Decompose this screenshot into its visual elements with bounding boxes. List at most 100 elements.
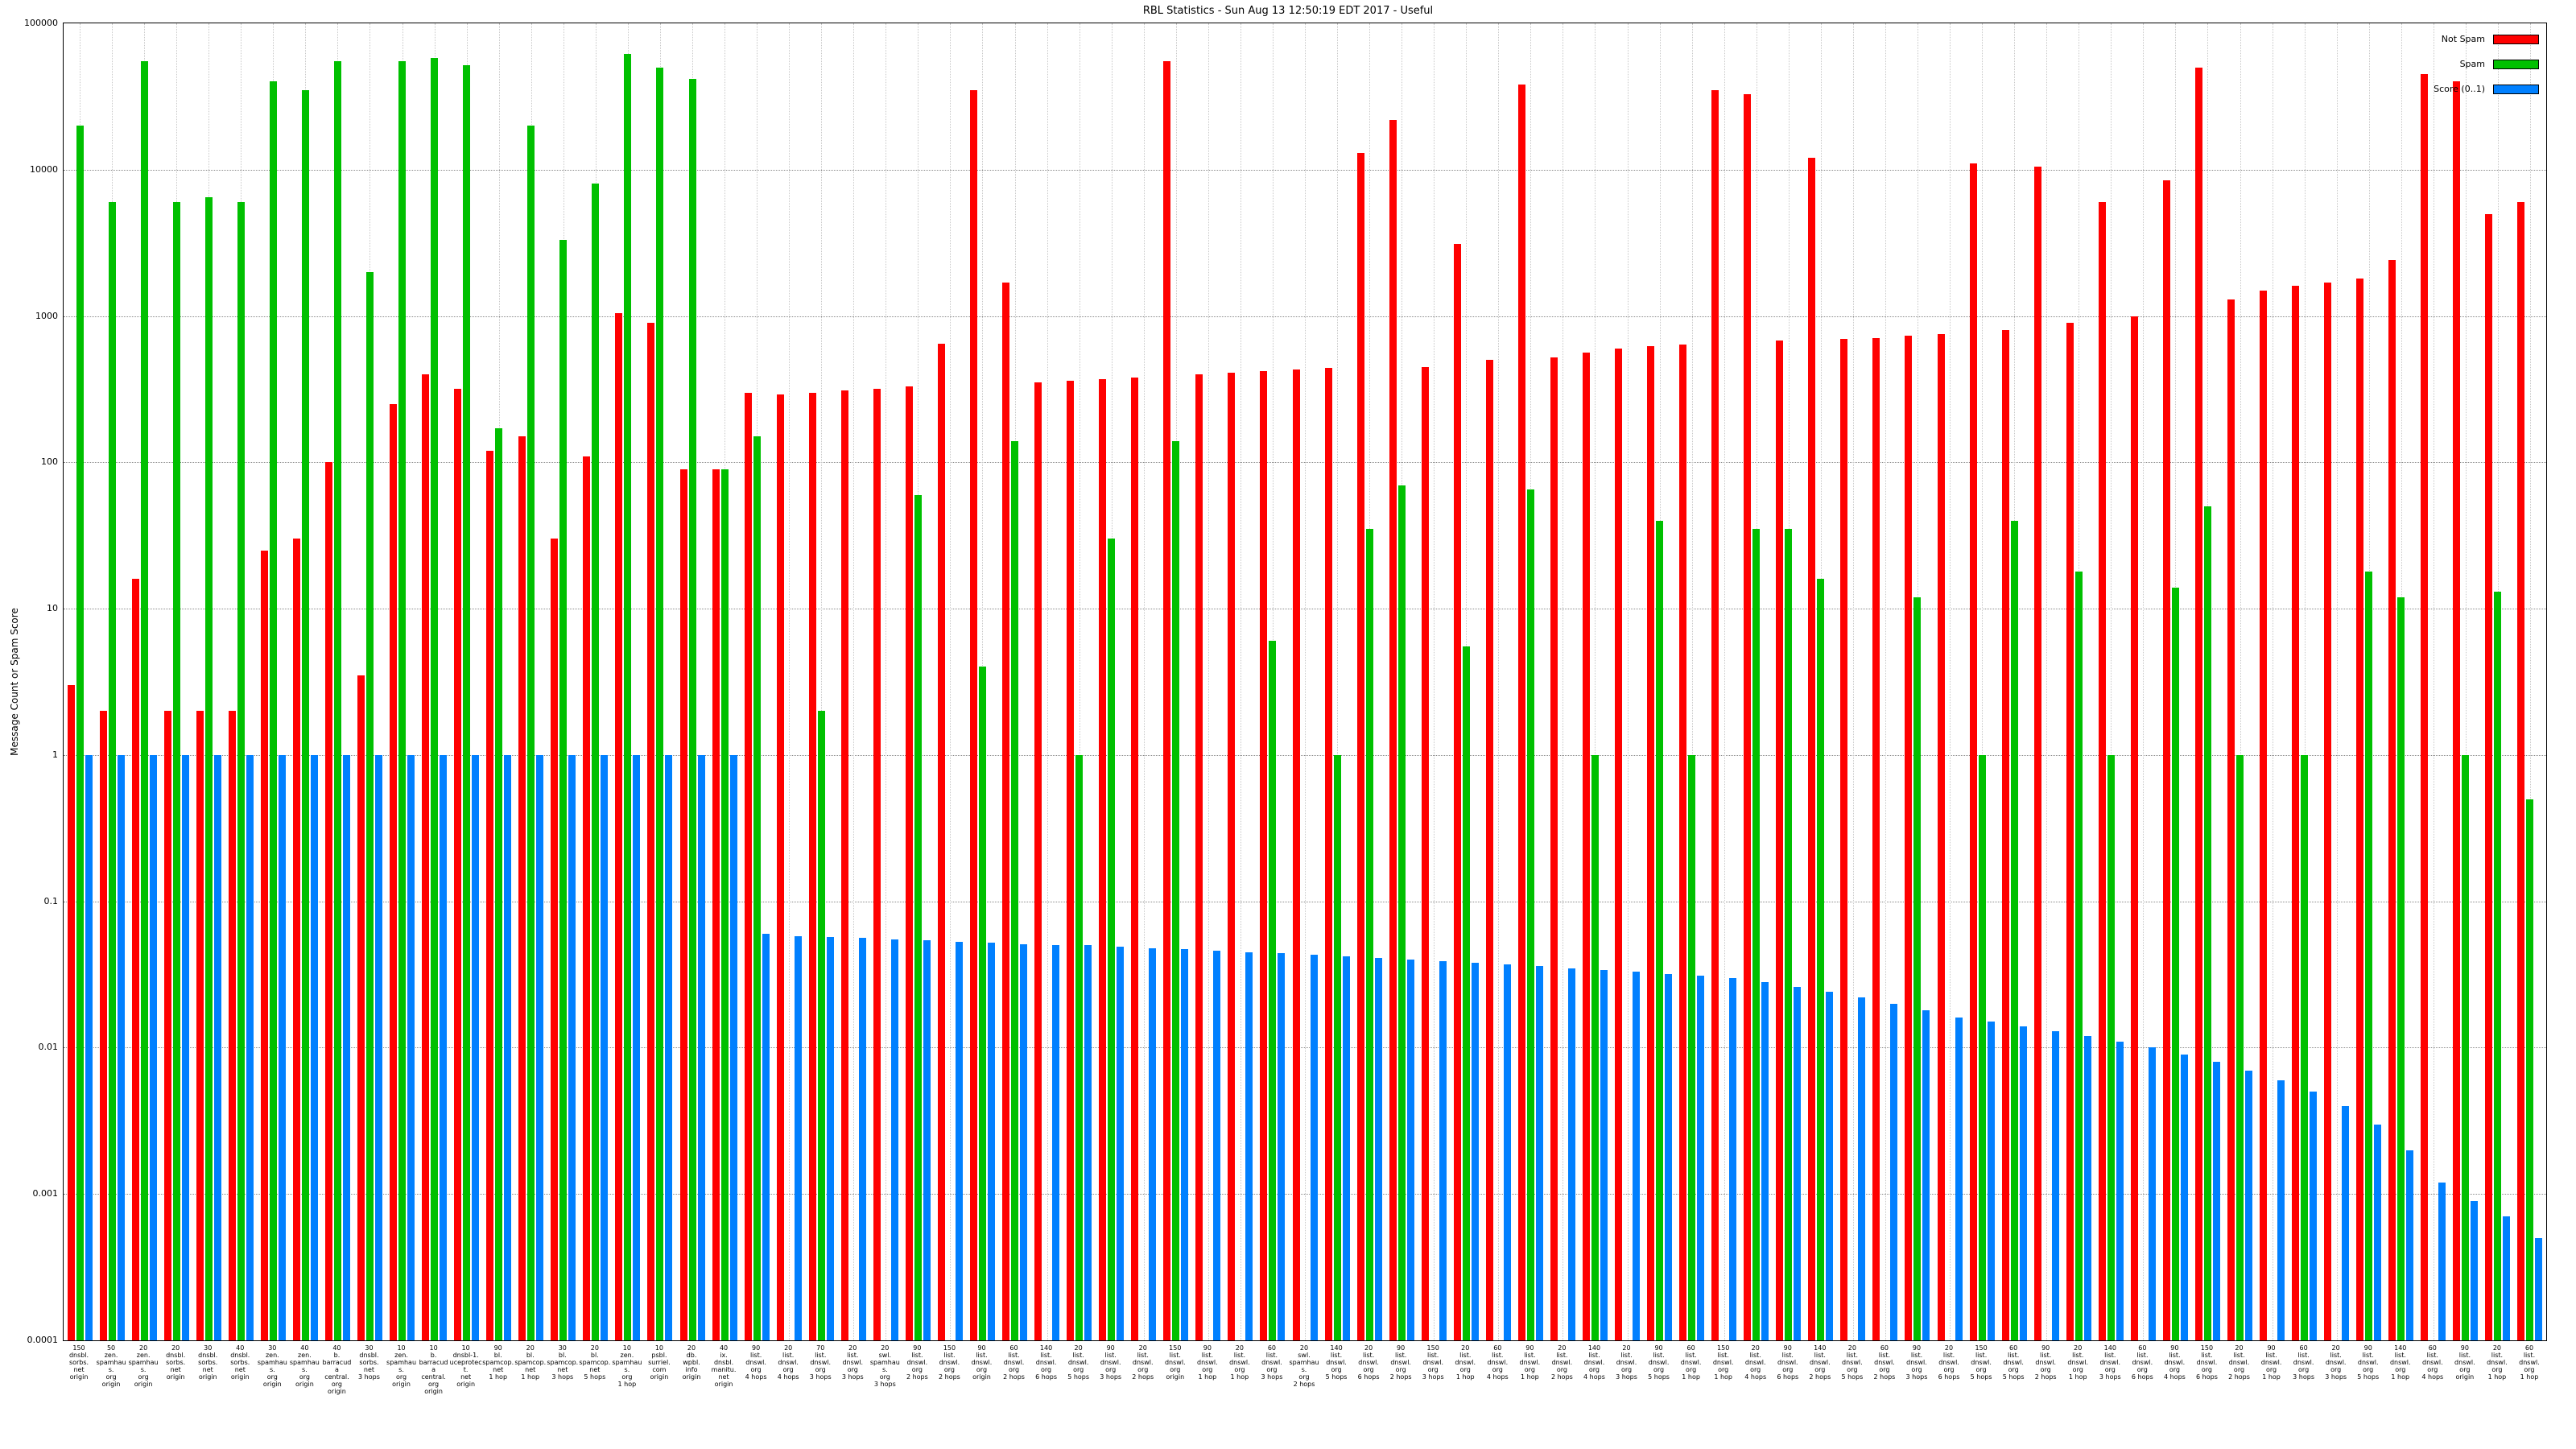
bar-spam [172,202,180,1340]
x-category-label: 20 list. dnswl. org 6 hops [1357,1344,1380,1381]
x-category-label: 150 list. dnswl. org origin [1164,1344,1186,1381]
bar-score-0-1 [1181,949,1189,1340]
bar-score-0-1 [1761,982,1769,1340]
bar-score-0-1 [2083,1036,2091,1340]
bar-score-0-1 [1117,946,1125,1340]
x-category-label: 140 list. dnswl. org 4 hops [1583,1344,1605,1381]
x-category-label: 60 list. dnswl. org 2 hops [1003,1344,1025,1381]
bar-score-0-1 [1535,966,1543,1340]
bar-not-spam [969,89,977,1340]
x-category-label: 20 bl. spamcop. net 1 hop [514,1344,547,1381]
bar-not-spam [1872,337,1880,1340]
bar-score-0-1 [2277,1080,2285,1340]
x-category-label: 20 swl. spamhaus. org 2 hops [1289,1344,1319,1388]
bar-not-spam [1099,379,1107,1340]
x-category-label: 60 list. dnswl. org 4 hops [2421,1344,2444,1381]
x-category-label: 20 list. dnswl. org 1 hop [1455,1344,1476,1381]
bar-not-spam [1744,93,1752,1340]
bar-not-spam [1195,374,1203,1340]
x-category-label: 20 list. dnswl. org 6 hops [1938,1344,1960,1381]
x-category-label: 20 zen. spamhaus. org origin [128,1344,159,1388]
x-gridline [2046,23,2048,1340]
bar-not-spam [1840,338,1848,1340]
x-category-label: 50 zen. spamhaus. org origin [96,1344,126,1388]
bar-score-0-1 [858,938,866,1340]
bar-not-spam [1292,369,1300,1340]
bar-not-spam [1389,119,1397,1340]
bar-score-0-1 [2406,1150,2414,1340]
bar-not-spam [1131,377,1139,1340]
x-gridline [821,23,823,1340]
bar-spam [333,61,341,1340]
x-gridline [1337,23,1339,1340]
bar-score-0-1 [890,939,898,1340]
bar-score-0-1 [374,754,382,1340]
bar-spam [2462,754,2470,1340]
x-category-label: 90 list. dnswl. org 4 hops [2163,1344,2186,1381]
bar-not-spam [1711,89,1719,1340]
bar-not-spam [840,390,848,1340]
bar-score-0-1 [1052,945,1060,1340]
x-category-label: 30 zen. spamhaus. org origin [257,1344,287,1388]
bar-not-spam [2356,279,2364,1340]
legend-item: Spam [2434,56,2539,71]
x-category-label: 90 list. dnswl. org 3 hops [1100,1344,1122,1381]
x-gridline [789,23,791,1340]
bar-not-spam [2292,286,2300,1340]
bar-spam [204,196,213,1340]
x-category-label: 20 list. dnswl. org 1 hop [1229,1344,1250,1381]
bar-not-spam [67,685,75,1340]
x-category-label: 140 list. dnswl. org 3 hops [2099,1344,2121,1381]
bar-score-0-1 [1439,961,1447,1340]
bar-score-0-1 [278,754,286,1340]
bar-not-spam [1421,366,1429,1340]
x-category-label: 60 list. dnswl. org 6 hops [2131,1344,2153,1381]
bar-score-0-1 [213,754,221,1340]
x-category-label: 30 dnsbl. sorbs. net 3 hops [358,1344,380,1381]
x-gridline [853,23,855,1340]
bar-spam [2397,597,2405,1340]
bar-not-spam [1034,382,1042,1340]
bar-score-0-1 [2535,1237,2543,1340]
x-category-label: 30 dnsbl. sorbs. net origin [198,1344,218,1381]
bar-not-spam [292,539,300,1340]
bar-spam [559,240,568,1340]
bar-score-0-1 [794,935,802,1340]
bar-not-spam [1679,344,1687,1340]
x-gridline [1595,23,1596,1340]
bar-score-0-1 [1987,1022,1995,1340]
bar-spam [1269,641,1277,1340]
x-gridline [1852,23,1854,1340]
bar-not-spam [2130,316,2138,1340]
x-category-label: 140 list. dnswl. org 1 hop [2389,1344,2411,1381]
bar-score-0-1 [85,754,93,1340]
bar-score-0-1 [246,754,254,1340]
x-category-label: 150 list. dnswl. org 2 hops [938,1344,960,1381]
bar-spam [1011,440,1019,1340]
bar-spam [1978,754,1986,1340]
x-category-label: 140 list. dnswl. org 5 hops [1325,1344,1348,1381]
x-category-label: 90 list. dnswl. org origin [971,1344,993,1381]
bar-spam [495,428,503,1340]
bar-spam [2010,520,2018,1340]
x-category-label: 150 list. dnswl. org 1 hop [1712,1344,1734,1381]
bar-not-spam [1260,371,1268,1340]
bar-score-0-1 [1922,1010,1930,1340]
y-tick-label: 0.1 [43,895,59,906]
bar-score-0-1 [2051,1030,2059,1340]
bar-spam [1591,754,1599,1340]
bar-not-spam [1163,61,1171,1340]
bar-not-spam [2453,81,2461,1340]
bar-not-spam [486,450,494,1340]
x-category-label: 20 list. dnswl. org 5 hops [1841,1344,1864,1381]
bar-spam [1688,754,1696,1340]
x-gridline [2529,23,2531,1340]
x-category-label: 150 list. dnswl. org 3 hops [1422,1344,1444,1381]
bar-not-spam [2162,180,2170,1340]
x-category-label: 10 dnsbl-1. uceprotect. net origin [449,1344,482,1388]
y-tick-label: 10 [47,603,58,614]
bar-score-0-1 [407,754,415,1340]
bar-spam [1913,597,1922,1340]
bar-score-0-1 [1310,955,1318,1340]
x-category-label: 90 list. dnswl. org 1 hop [2260,1344,2282,1381]
